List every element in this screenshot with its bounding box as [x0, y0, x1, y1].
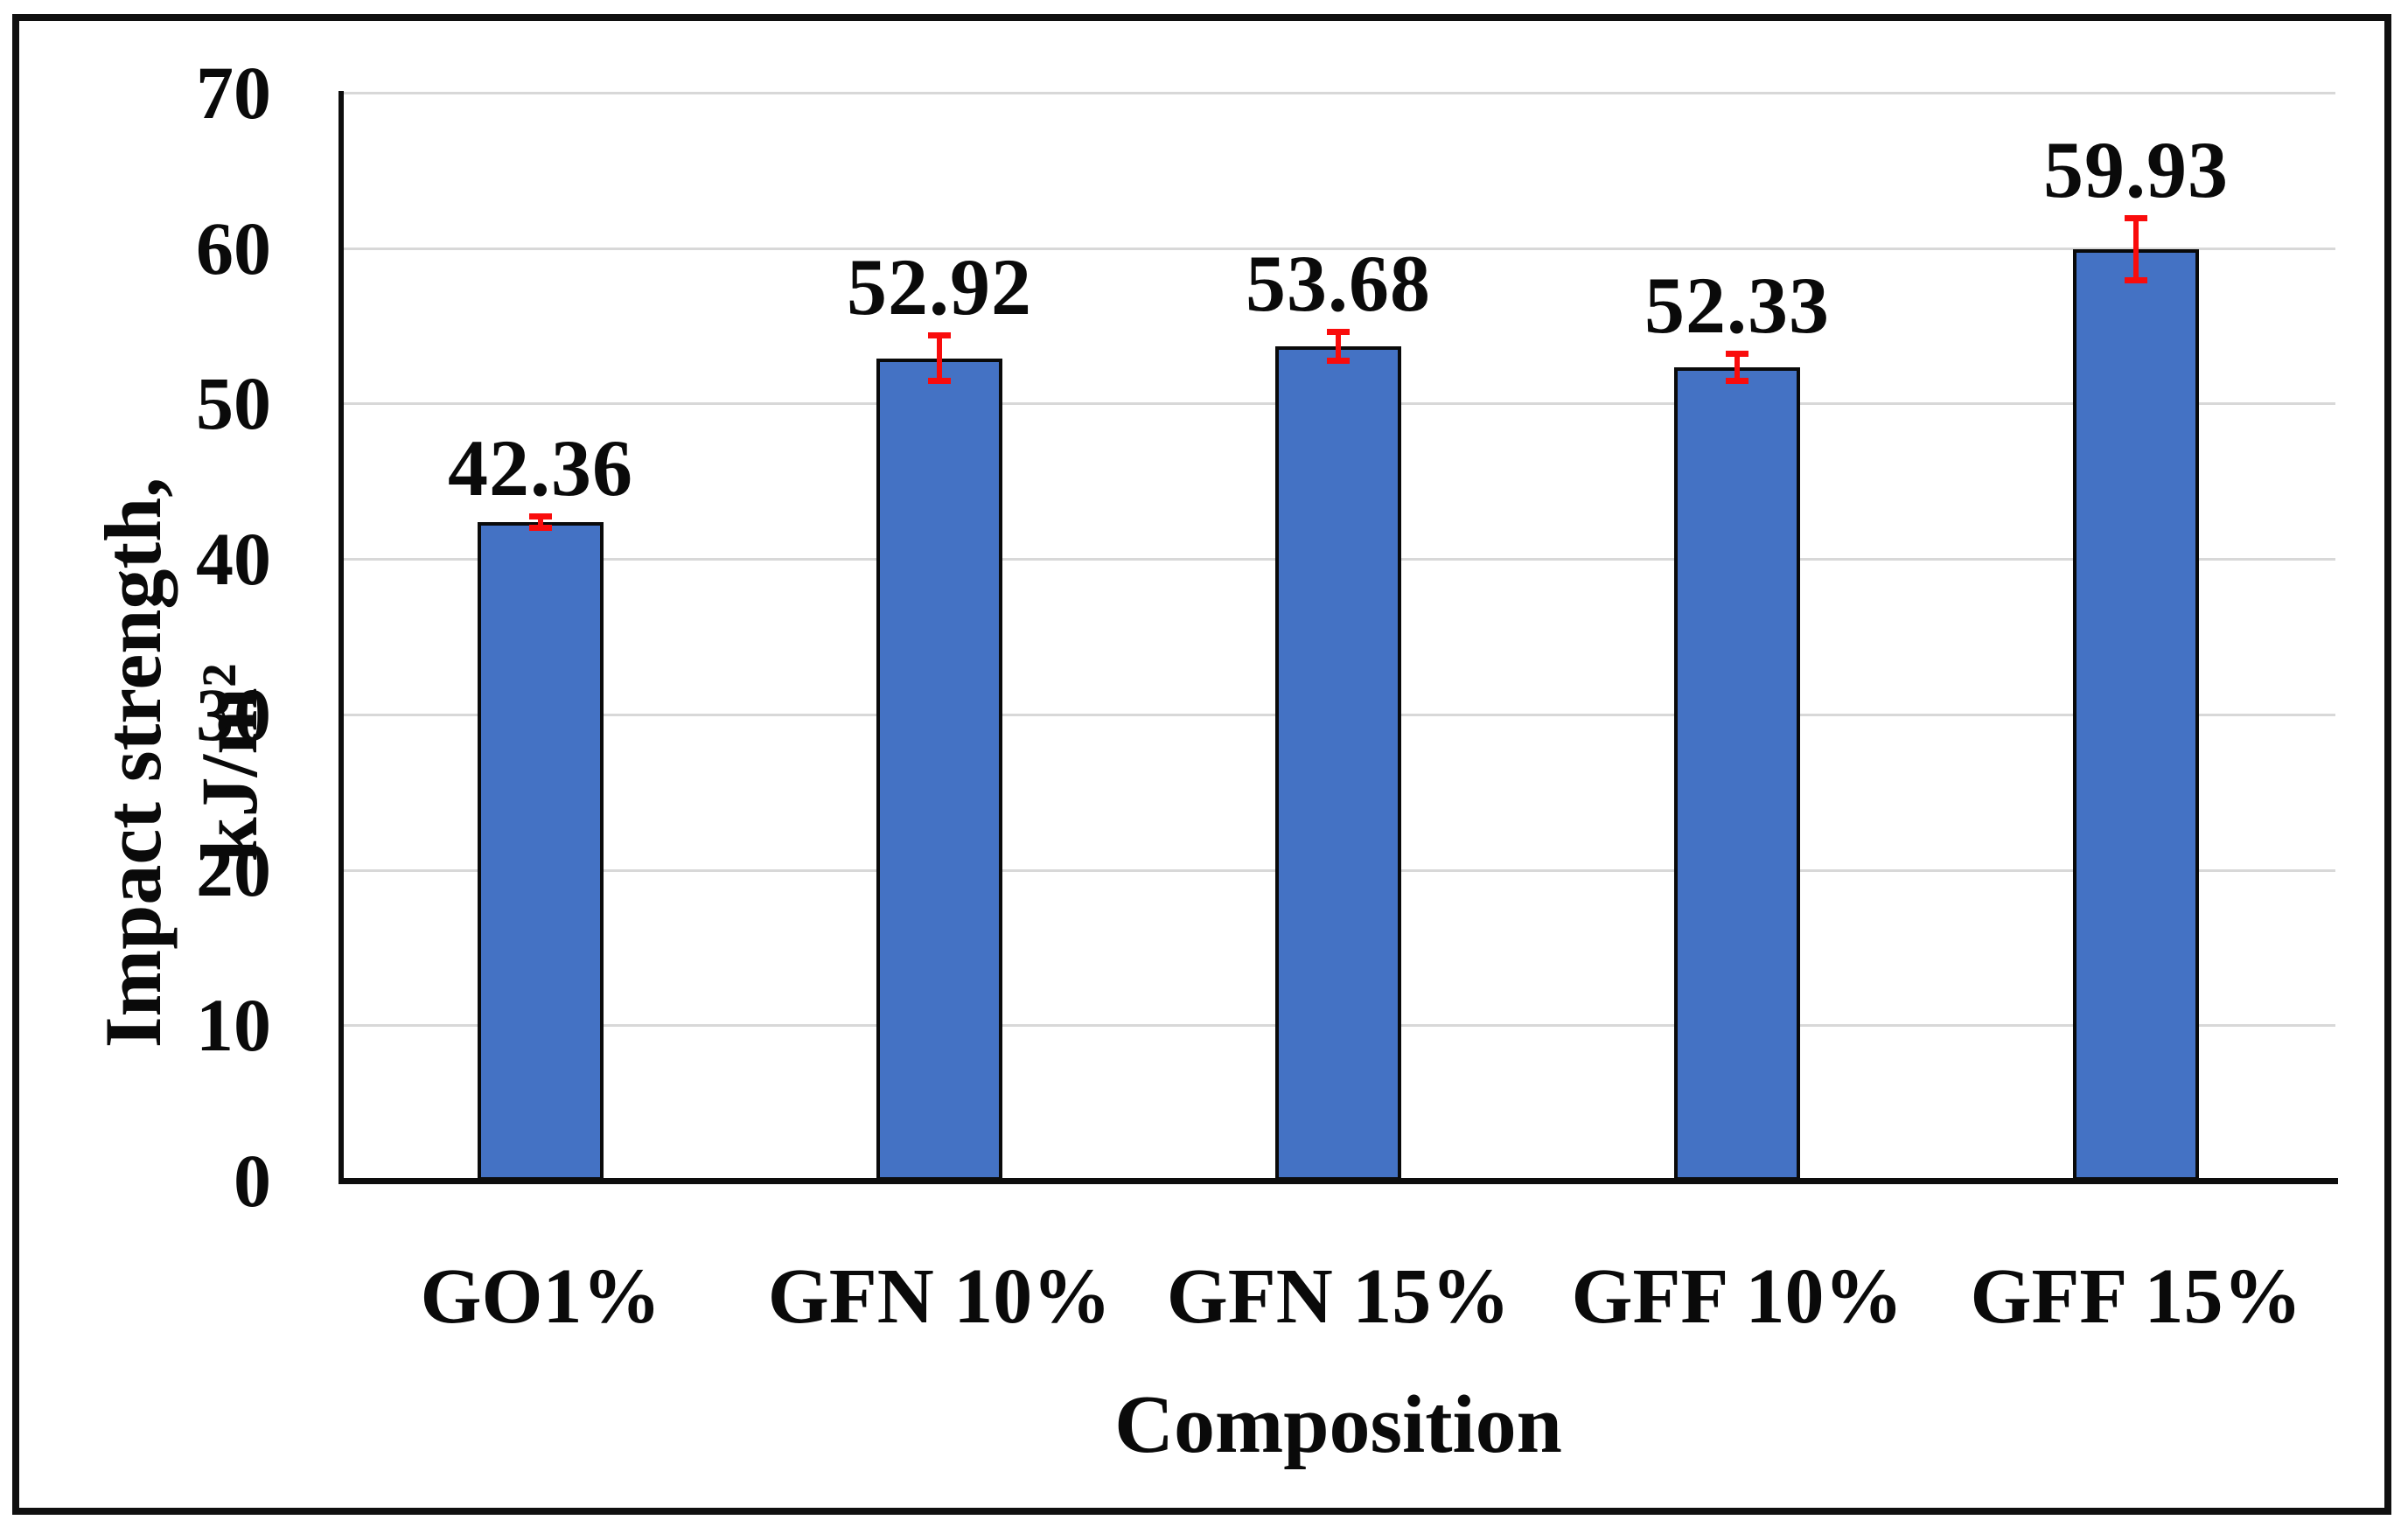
x-axis-title: Composition — [1114, 1379, 1562, 1470]
x-tick-label: GFN 15% — [1166, 1253, 1511, 1340]
error-bar-cap-bottom — [1726, 378, 1748, 384]
bar-value-label: 59.93 — [2043, 125, 2229, 215]
y-tick-label: 50 — [196, 361, 271, 446]
gridline — [341, 247, 2335, 250]
error-bar-cap-top — [529, 513, 552, 520]
bar-value-label: 53.68 — [1246, 239, 1431, 329]
error-bar-cap-top — [2125, 215, 2147, 222]
x-axis-line — [339, 1178, 2338, 1184]
bar — [876, 358, 1002, 1181]
error-bar-line — [2133, 218, 2139, 281]
error-bar-cap-top — [1726, 351, 1748, 358]
gridline — [341, 92, 2335, 94]
bar — [478, 522, 604, 1181]
y-tick-label: 40 — [196, 517, 271, 602]
y-tick-label: 0 — [234, 1139, 271, 1223]
error-bar-cap-top — [928, 331, 951, 338]
error-bar-cap-top — [1327, 329, 1350, 336]
bar-value-label: 42.36 — [448, 423, 633, 513]
error-bar-line — [538, 516, 543, 529]
bar — [2073, 248, 2199, 1181]
y-axis-title: Impact strength, kJ/m² — [88, 477, 274, 1049]
x-tick-label: GFF 15% — [1970, 1253, 2302, 1340]
y-tick-label: 30 — [196, 672, 271, 757]
x-tick-label: GO1% — [420, 1253, 661, 1340]
y-tick-label: 10 — [196, 983, 271, 1068]
error-bar-cap-bottom — [1327, 357, 1350, 364]
error-bar-line — [1336, 331, 1341, 361]
bar — [1275, 346, 1401, 1181]
x-tick-label: GFN 10% — [767, 1253, 1112, 1340]
x-tick-label: GFF 10% — [1571, 1253, 1903, 1340]
y-tick-label: 60 — [196, 206, 271, 290]
y-axis-line — [339, 91, 344, 1184]
error-bar-line — [1734, 353, 1740, 381]
error-bar-cap-bottom — [928, 378, 951, 385]
error-bar-cap-bottom — [2125, 276, 2147, 283]
y-tick-label: 20 — [196, 827, 271, 912]
y-tick-label: 70 — [196, 51, 271, 135]
bar-value-label: 52.33 — [1644, 261, 1830, 351]
error-bar-cap-bottom — [529, 525, 552, 532]
figure-border — [12, 14, 2391, 1515]
bar-value-label: 52.92 — [847, 241, 1032, 331]
bar — [1674, 367, 1800, 1181]
error-bar-line — [937, 334, 942, 382]
